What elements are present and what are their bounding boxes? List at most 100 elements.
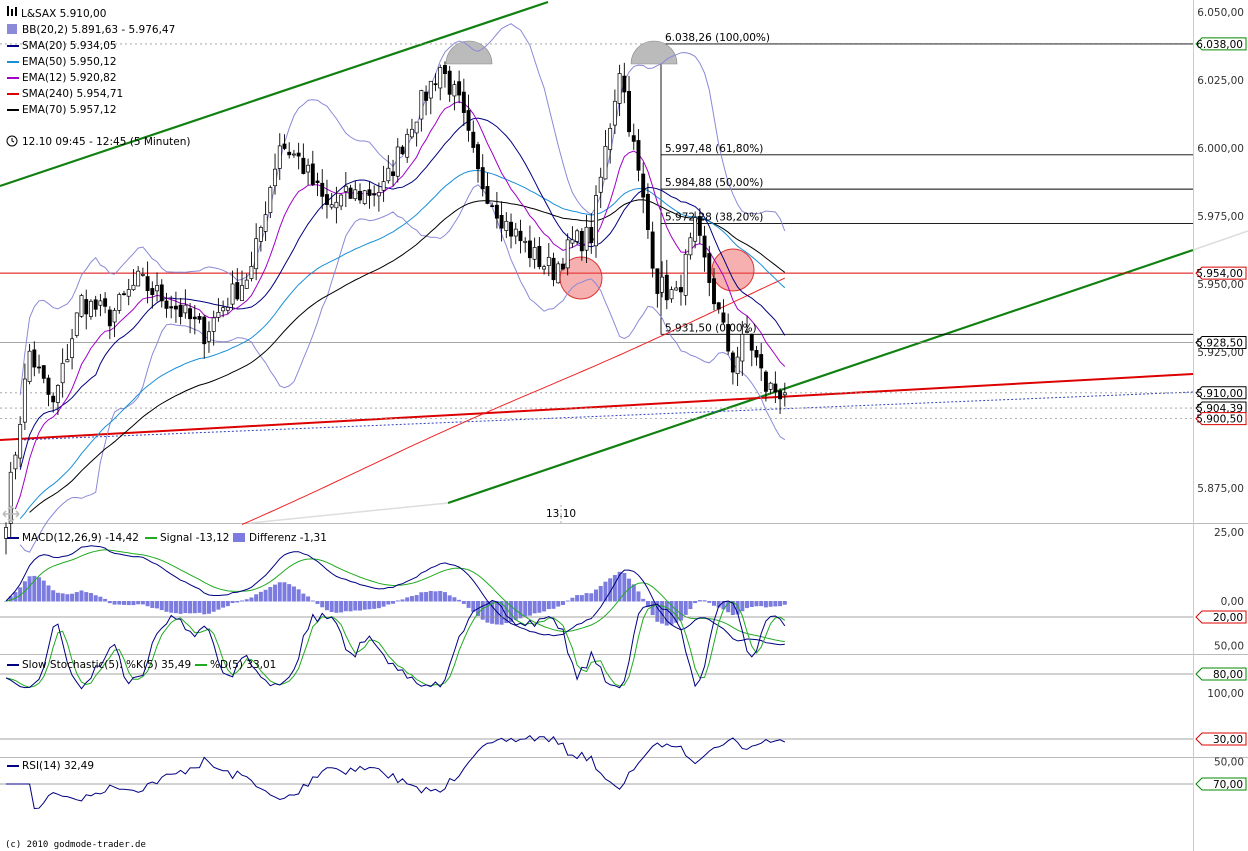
candle-body — [89, 300, 93, 317]
price-marker-box — [1195, 335, 1247, 349]
candle-body — [79, 295, 84, 317]
candle-body — [372, 193, 377, 196]
macd-histogram-bar — [225, 601, 230, 607]
candle-body — [532, 247, 537, 260]
candle-body — [235, 282, 240, 300]
macd-histogram-bar — [183, 601, 188, 614]
price-tick-label: 5.925,00 — [1197, 347, 1244, 359]
macd-histogram-bar — [608, 578, 613, 602]
macd-line — [5, 545, 785, 646]
candle-body — [542, 266, 547, 270]
macd-histogram-bar — [98, 596, 103, 602]
sma240-line — [241, 277, 786, 525]
candle-body — [466, 110, 471, 131]
candle-body — [759, 354, 764, 369]
fib-level-label: 5.931,50 (0,00%) — [665, 322, 757, 334]
macd-histogram-bar — [324, 601, 329, 611]
macd-histogram-bar — [273, 584, 278, 602]
macd-histogram-bar — [556, 601, 561, 607]
candle-body — [225, 307, 230, 311]
candle-body — [447, 70, 452, 95]
stoch-marker-box — [1195, 610, 1247, 624]
macd-histogram-bar — [532, 601, 537, 614]
legend-entry: BB(20,2) 5.891,63 - 5.976,47 — [22, 24, 175, 36]
macd-histogram-bar — [343, 601, 348, 612]
candle-body — [754, 350, 759, 358]
bollinger-upper — [19, 23, 786, 395]
lower-trendline-ext — [1192, 230, 1248, 251]
macd-histogram-bar — [494, 601, 499, 625]
macd-histogram-bar — [674, 601, 679, 623]
macd-histogram-bar — [523, 601, 528, 617]
candle-body — [32, 349, 37, 368]
macd-histogram-bar — [216, 601, 221, 610]
macd-histogram-bar — [192, 601, 197, 614]
candle-body — [334, 201, 339, 209]
top-marker — [445, 40, 493, 65]
candle-body — [589, 226, 594, 244]
candle-body — [41, 365, 46, 379]
macd-histogram-bar — [211, 601, 216, 612]
macd-histogram-bar — [79, 590, 84, 602]
macd-histogram-bar — [169, 601, 174, 613]
stoch-tick-label: 100,00 — [1207, 688, 1244, 700]
candle-body — [65, 359, 70, 363]
price-tick-label: 5.950,00 — [1197, 279, 1244, 291]
price-tick-label: 5.875,00 — [1197, 483, 1244, 495]
candle-body — [254, 238, 259, 270]
candle-body — [353, 189, 358, 200]
macd-histogram-bar — [612, 574, 617, 602]
candle-body — [348, 187, 353, 199]
top-marker — [630, 40, 678, 65]
candle-body — [358, 190, 362, 201]
macd-histogram-bar — [627, 578, 632, 602]
price-panel: 6.038,00 5.954,00 5.928,50 5.910,00 5.904,39… — [0, 0, 1248, 555]
candle-body — [504, 220, 509, 231]
candle-body — [782, 392, 787, 396]
candle-body — [216, 311, 221, 318]
macd-histogram-bar — [442, 592, 447, 602]
candle-body — [636, 140, 641, 171]
macd-histogram-bar — [254, 594, 259, 602]
rsi-marker-label: 70,00 — [1213, 779, 1243, 791]
clock-icon — [11, 138, 15, 143]
macd-histogram-bar — [740, 601, 745, 612]
macd-histogram-bar — [249, 597, 254, 602]
signal-legend: Signal -13,12 — [160, 532, 229, 544]
macd-histogram-bar — [93, 595, 98, 602]
candle-body — [287, 151, 292, 156]
candle-body — [258, 227, 263, 242]
candle-body — [291, 153, 296, 156]
candle-body — [683, 253, 688, 296]
macd-histogram-bar — [310, 600, 315, 602]
macd-histogram-bar — [41, 580, 46, 602]
macd-histogram-bar — [358, 601, 362, 611]
macd-histogram-bar — [107, 601, 112, 604]
stoch-tick-label: 50,00 — [1214, 641, 1244, 653]
macd-histogram-bar — [339, 601, 344, 613]
macd-histogram-bar — [461, 601, 466, 604]
macd-histogram-bar — [221, 601, 226, 608]
candle-body — [716, 302, 721, 310]
macd-histogram-bar — [4, 601, 8, 602]
candle-body — [183, 304, 188, 314]
macd-histogram-bar — [155, 601, 160, 609]
macd-histogram-bar — [55, 592, 60, 602]
macd-histogram-bar — [386, 601, 391, 605]
macd-histogram-bar — [579, 595, 584, 602]
macd-histogram-bar — [301, 593, 306, 602]
candle-body — [509, 221, 513, 237]
macd-histogram-bar — [428, 590, 433, 602]
candle-body — [551, 257, 556, 281]
macd-histogram-bar — [362, 601, 367, 610]
rsi-legend: RSI(14) 32,49 — [22, 760, 94, 772]
macd-histogram-bar — [376, 601, 381, 609]
price-marker-box — [1195, 266, 1247, 280]
macd-histogram-bar — [65, 594, 70, 602]
price-marker-label: 6.038,00 — [1196, 39, 1243, 51]
macd-histogram-bar — [277, 582, 282, 602]
candle-body — [702, 235, 707, 258]
macd-histogram-bar — [400, 599, 405, 602]
macd-histogram-bar — [778, 601, 783, 607]
candle-body — [296, 152, 301, 157]
